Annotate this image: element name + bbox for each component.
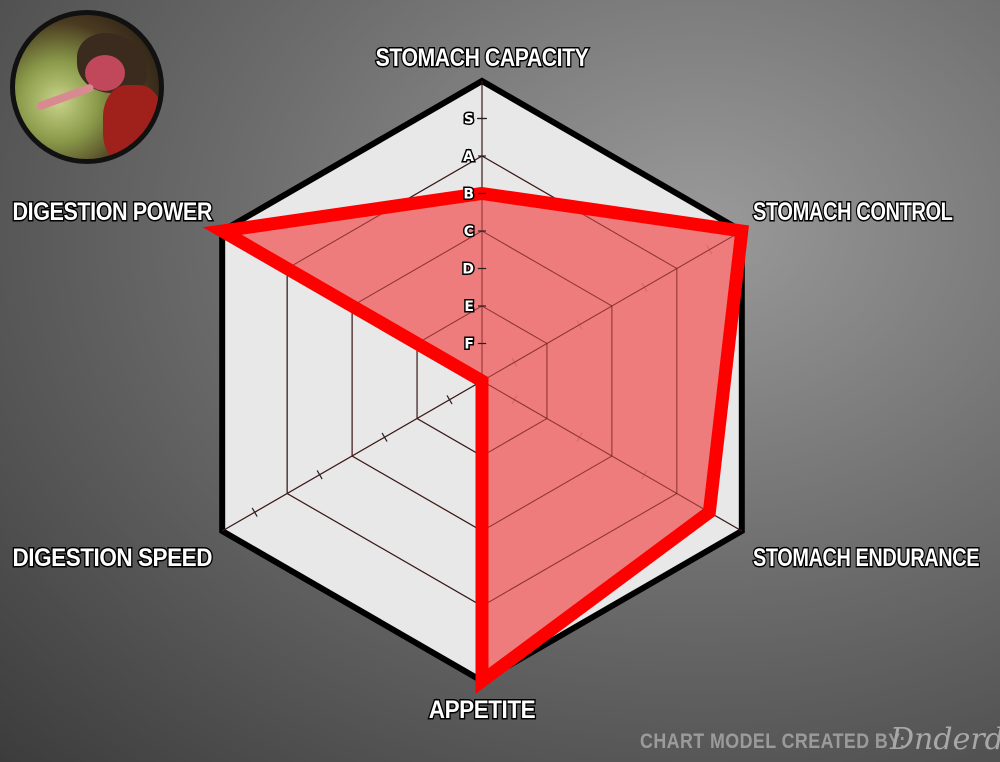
scale-label: A <box>463 149 474 165</box>
axis-line-overlay <box>221 380 483 532</box>
axis-line-overlay <box>481 230 743 382</box>
data-area <box>202 81 749 694</box>
scale-label: D <box>462 262 474 278</box>
scale-label: E <box>464 299 474 315</box>
serpent-body <box>103 85 159 159</box>
credit-text: CHART MODEL CREATED BY: <box>640 730 906 753</box>
axis-labels: STOMACH CAPACITY STOMACH CONTROL STOMACH E… <box>11 43 981 726</box>
axis-label: STOMACH CAPACITY <box>376 44 589 72</box>
scale-label: F <box>464 337 474 353</box>
scale-labels: F E D C B A S <box>461 110 486 354</box>
scale-label: C <box>464 224 474 240</box>
avatar-logo <box>10 10 164 164</box>
signature: Dnderd <box>890 722 1000 757</box>
axis-label: STOMACH CONTROL <box>753 198 953 226</box>
axis-label: STOMACH ENDURANCE <box>753 544 979 572</box>
axis-label: DIGESTION SPEED <box>13 544 213 572</box>
axis-label: DIGESTION POWER <box>13 198 213 226</box>
axis-line-overlay <box>481 380 743 532</box>
scale-label: B <box>463 187 474 203</box>
axis-label: APPETITE <box>429 696 535 724</box>
scale-label: S <box>464 112 474 128</box>
